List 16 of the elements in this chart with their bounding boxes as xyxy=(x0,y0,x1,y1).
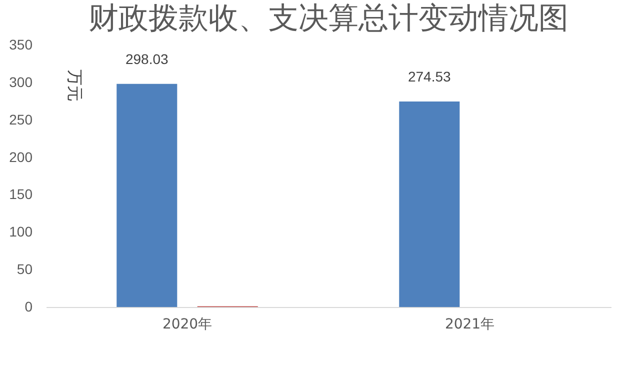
x-tick-label: 2020年 xyxy=(162,316,212,332)
y-axis-title: 万元 xyxy=(66,70,84,102)
chart-title: 财政拨款收、支决算总计变动情况图 xyxy=(88,1,568,36)
y-tick-label: 350 xyxy=(9,36,33,52)
y-tick-label: 200 xyxy=(9,148,33,165)
x-tick-label: 2021年 xyxy=(444,316,495,332)
y-tick-label: 50 xyxy=(16,261,33,278)
bar xyxy=(116,84,178,307)
data-label: 274.53 xyxy=(408,68,452,84)
y-tick-label: 250 xyxy=(9,111,33,128)
y-tick-label: 150 xyxy=(9,186,33,202)
y-tick-label: 100 xyxy=(9,224,33,240)
y-tick-label: 0 xyxy=(24,298,33,314)
data-label: 298.03 xyxy=(125,50,169,67)
bar xyxy=(399,101,460,307)
y-tick-label: 300 xyxy=(9,74,33,90)
